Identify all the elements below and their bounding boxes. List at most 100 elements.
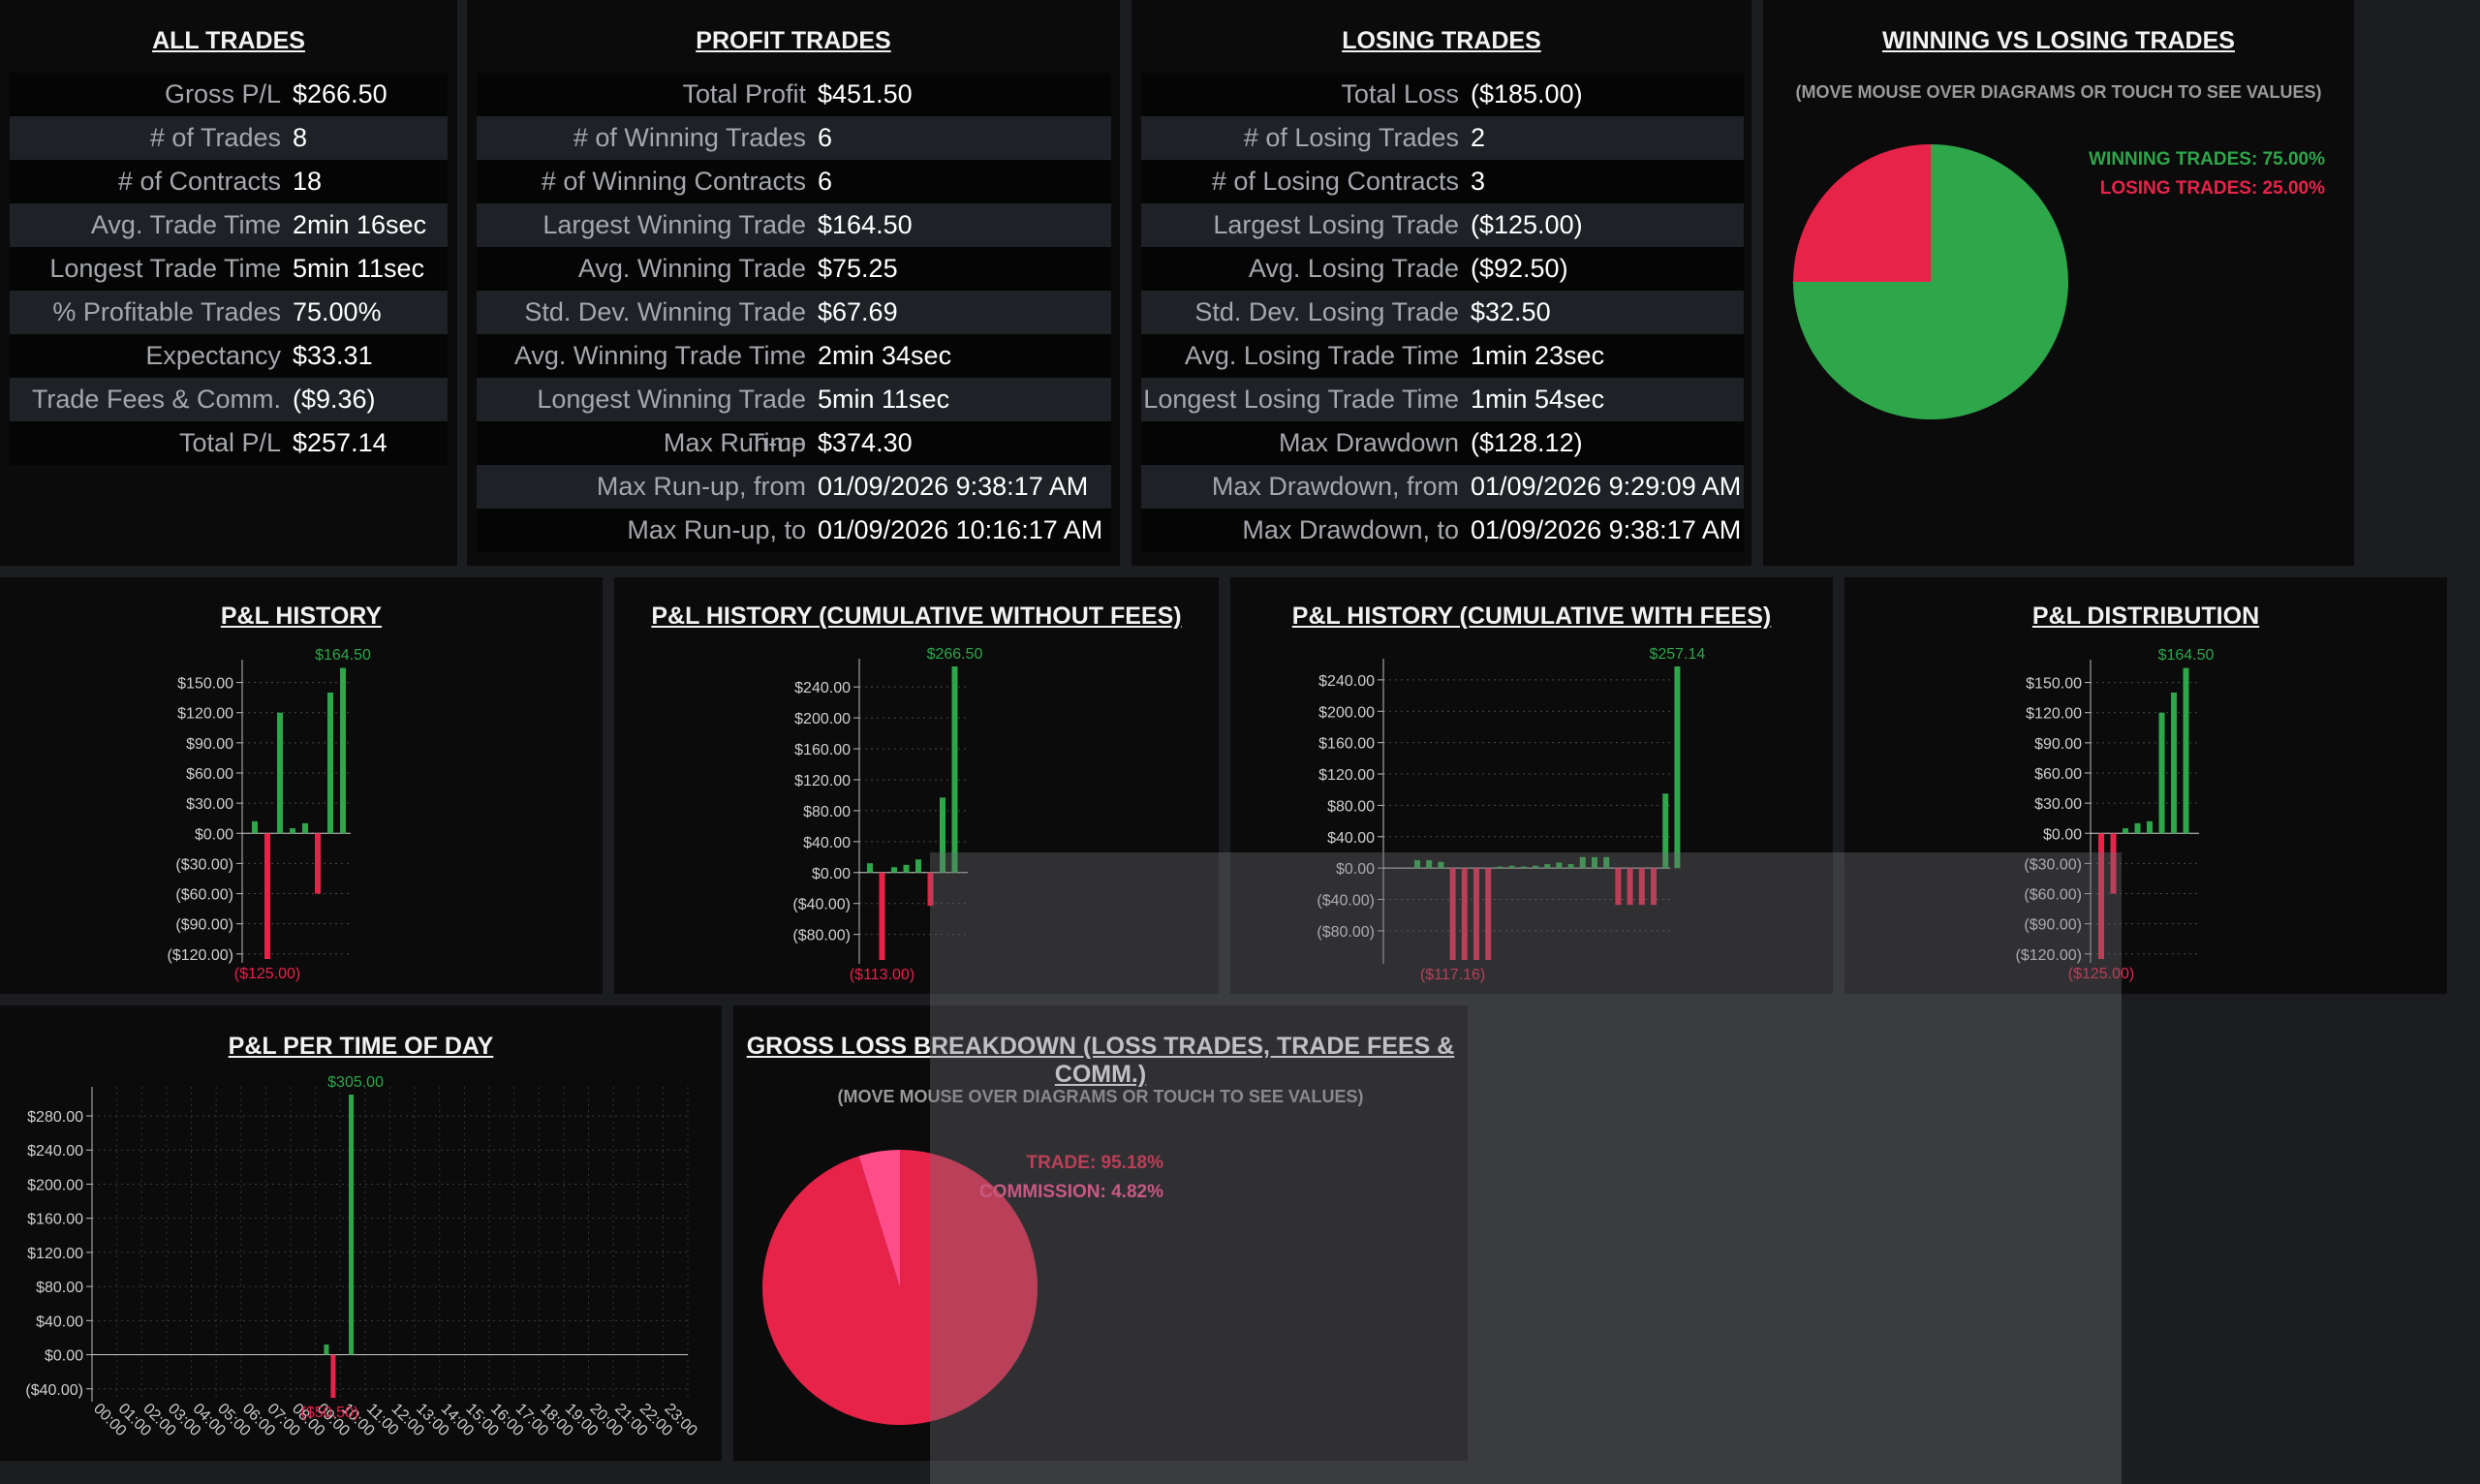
chart-bar[interactable] [302,822,308,834]
y-tick-label: $160.00 [1318,736,1375,753]
pl-distribution-chart[interactable]: $150.00 $120.00 $90.00 $60.00 $30.00 $0.00 ($3… [1844,577,2447,994]
y-tick-label: ($120.00) [168,947,234,964]
chart-bar[interactable] [315,833,321,894]
chart-bar[interactable] [2098,833,2104,959]
chart-bar[interactable] [1520,866,1527,869]
chart-bar[interactable] [1627,868,1633,906]
legend-trade: TRADE: 95.18% [1026,1153,1164,1173]
chart-bar[interactable] [1438,861,1444,869]
chart-bar[interactable] [1579,856,1586,869]
max-value-label: $164.50 [2158,647,2215,664]
stat-value: 01/09/2026 9:38:17 AM [1471,515,1742,544]
chart-bar[interactable] [1497,866,1504,869]
y-tick-label: ($40.00) [1317,893,1375,910]
y-tick-label: $40.00 [36,1314,83,1330]
stat-row: Max Drawdown, from 01/09/2026 9:29:09 AM [1141,465,1744,509]
chart-bar[interactable] [2158,712,2165,834]
stat-label: Max Drawdown [1278,428,1459,457]
stat-value: $266.50 [293,79,388,108]
stat-row: Std. Dev. Winning Trade $67.69 [477,291,1111,334]
chart-bar[interactable] [330,1354,336,1398]
min-value-label: ($50.50) [301,1405,359,1421]
stat-label: Avg. Losing Trade Time [1184,341,1459,370]
chart-bar[interactable] [340,667,346,834]
stat-value: 75.00% [293,297,382,326]
stat-label: Expectancy [145,341,281,370]
chart-bar[interactable] [349,1095,355,1355]
stat-label: Max Drawdown, to [1242,515,1459,544]
stat-row: Avg. Winning Trade Time 2min 34sec [477,334,1111,378]
chart-bar[interactable] [2134,822,2141,834]
stat-label: Longest Losing Trade Time [1143,385,1459,414]
y-tick-label: ($60.00) [2024,887,2082,904]
chart-bar[interactable] [327,692,333,834]
chart-bar[interactable] [1638,868,1645,906]
pl-cum-fees-chart[interactable]: $240.00 $200.00 $160.00 $120.00 $80.00 $40.00… [1230,577,1833,994]
y-tick-label: ($90.00) [175,917,233,934]
gross-loss-pie-chart[interactable] [760,1147,1040,1428]
pl-cum-nofees-title: P&L HISTORY (CUMULATIVE WITHOUT FEES) [651,603,1182,630]
y-tick-label: $120.00 [1318,767,1375,784]
all-trades-title: ALL TRADES [152,27,305,54]
pie-slice[interactable] [1793,144,1931,282]
chart-bar[interactable] [277,712,283,834]
chart-bar[interactable] [2123,828,2128,834]
stat-label: Largest Losing Trade [1213,210,1459,239]
pl-cum-nofees-panel: P&L HISTORY (CUMULATIVE WITHOUT FEES) $2… [614,577,1219,994]
chart-bar[interactable] [1473,868,1479,960]
stat-value: $67.69 [818,297,898,326]
stat-label: # of Losing Contracts [1211,167,1459,196]
chart-bar[interactable] [1414,860,1420,869]
chart-bar[interactable] [2147,820,2153,834]
chart-bar[interactable] [1615,868,1622,906]
stat-row: Longest Winning Trade Time 5min 11sec [477,378,1111,457]
chart-bar[interactable] [1533,865,1538,869]
gross-loss-hint: (MOVE MOUSE OVER DIAGRAMS OR TOUCH TO SE… [837,1087,1364,1106]
chart-bar[interactable] [1426,860,1433,869]
y-tick-label: $240.00 [27,1143,83,1159]
chart-bar[interactable] [927,872,934,907]
chart-bar[interactable] [1592,856,1597,869]
chart-bar[interactable] [2183,667,2189,834]
stat-row: Total Profit $451.50 [477,73,1111,116]
win-loss-pie-chart[interactable] [1790,141,2071,422]
chart-bar[interactable] [879,872,885,960]
chart-bar[interactable] [891,867,897,873]
chart-bar[interactable] [2171,692,2177,834]
pl-cum-fees-title: P&L HISTORY (CUMULATIVE WITH FEES) [1291,603,1772,630]
chart-bar[interactable] [903,864,910,873]
pl-history-chart[interactable]: $150.00 $120.00 $90.00 $60.00 $30.00 $0.00 ($3… [0,577,603,994]
chart-bar[interactable] [1461,868,1468,960]
chart-bar[interactable] [1674,666,1681,869]
chart-bar[interactable] [1662,793,1669,869]
y-tick-label: $90.00 [2034,736,2082,753]
chart-bar[interactable] [867,863,873,873]
chart-bar[interactable] [290,828,295,834]
chart-bar[interactable] [1508,865,1515,869]
y-tick-label: $160.00 [794,742,851,758]
pl-time-of-day-chart[interactable]: $280.00 $240.00 $200.00 $160.00 $120.00 $80.0… [0,1005,722,1461]
chart-bar[interactable] [1651,868,1657,906]
pl-cum-nofees-chart[interactable]: $240.00 $200.00 $160.00 $120.00 $80.00 $40.00… [614,577,1219,994]
chart-bar[interactable] [1603,856,1610,869]
chart-bar[interactable] [252,820,258,834]
chart-bar[interactable] [264,833,270,959]
gross-loss-panel: GROSS LOSS BREAKDOWN (LOSS TRADES, TRADE… [733,1005,1468,1461]
chart-bar[interactable] [1544,864,1551,869]
pl-history-panel: P&L HISTORY $150.00 $120.00 $90.00 $60.00 $3… [0,577,603,994]
stat-row: Trade Fees & Comm. ($9.36) [10,378,448,421]
chart-bar[interactable] [2110,833,2117,894]
chart-bar[interactable] [1485,868,1492,960]
chart-bar[interactable] [1556,862,1563,869]
chart-bar[interactable] [1567,864,1574,869]
y-tick-label: ($60.00) [175,887,233,904]
chart-bar[interactable] [915,859,921,873]
stat-row: % Profitable Trades 75.00% [10,291,448,334]
stat-label: Trade Fees & Comm. [31,385,281,414]
overlay-shade [930,852,2122,1484]
chart-bar[interactable] [940,797,946,873]
chart-bar[interactable] [951,666,958,873]
chart-bar[interactable] [324,1344,329,1355]
chart-bar[interactable] [1449,868,1456,960]
pie-slice[interactable] [858,1150,900,1287]
